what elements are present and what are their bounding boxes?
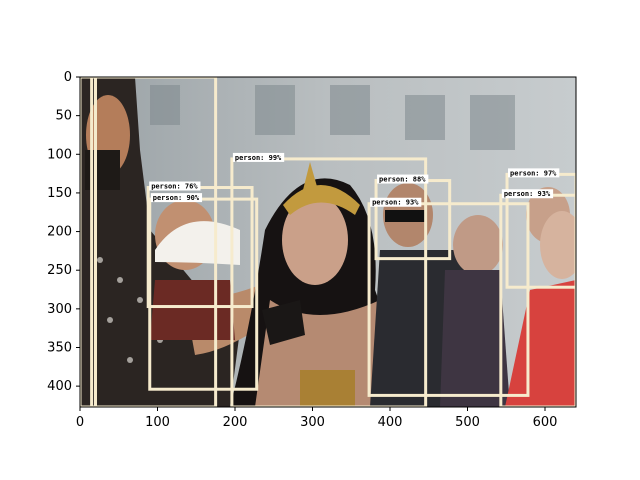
detection-box — [80, 77, 97, 407]
detection-label: person: 76% — [151, 183, 198, 191]
y-tick-label: 0 — [64, 70, 72, 85]
y-tick-label: 200 — [47, 225, 72, 240]
detection-box — [90, 77, 218, 407]
x-tick-label: 200 — [223, 415, 248, 430]
axes-frame — [79, 76, 577, 408]
detection-label-bg — [501, 189, 554, 199]
detection-label: person: 90% — [153, 194, 200, 202]
y-tick-label: 50 — [55, 109, 72, 124]
x-tick-label: 400 — [378, 415, 403, 430]
detection-label: person: 93% — [372, 199, 419, 207]
x-tick-label: 500 — [455, 415, 480, 430]
detection-label-bg — [370, 197, 422, 207]
detection-label: person: 93% — [504, 190, 551, 198]
y-tick-label: 300 — [47, 302, 72, 317]
detection-boxes: person: 76% person: 90% person: 99% person:… — [80, 77, 576, 407]
detection-label-bg — [508, 168, 560, 178]
detection-label-bg — [232, 152, 285, 162]
detection-label-bg — [150, 193, 203, 203]
x-tick-label: 600 — [533, 415, 558, 430]
y-tick-label: 400 — [47, 379, 72, 394]
detection-box — [230, 157, 428, 407]
axis-ticks: 0 100 200 300 400 500 600 0 50 100 150 200 250 300 350… — [47, 70, 557, 430]
detection-label-bg — [149, 181, 201, 191]
x-tick-label: 0 — [76, 415, 84, 430]
y-tick-label: 150 — [47, 186, 72, 201]
y-tick-label: 350 — [47, 340, 72, 355]
x-tick-label: 100 — [145, 415, 170, 430]
detection-label-bg — [377, 174, 429, 184]
x-tick-label: 300 — [300, 415, 325, 430]
detection-box — [367, 202, 530, 397]
photo — [80, 77, 576, 407]
y-tick-label: 100 — [47, 147, 72, 162]
detection-label: person: 88% — [379, 176, 426, 184]
detection-label: person: 97% — [510, 169, 557, 177]
detection-label: person: 99% — [235, 154, 282, 162]
y-tick-label: 250 — [47, 263, 72, 278]
detection-box — [148, 197, 259, 391]
